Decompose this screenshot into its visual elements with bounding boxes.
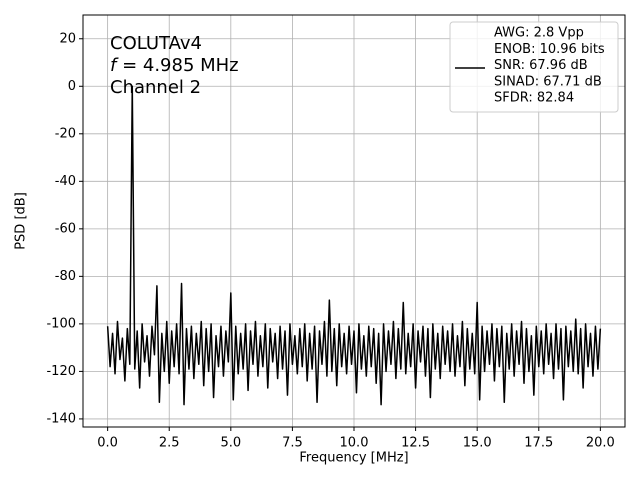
y-tick-label: -140 xyxy=(46,411,76,426)
annotation-line: f = 4.985 MHz xyxy=(110,55,239,76)
annotation-line: Channel 2 xyxy=(110,77,201,98)
x-tick-label: 7.5 xyxy=(282,436,303,451)
annotation-text: = 4.985 MHz xyxy=(116,55,238,76)
data-line xyxy=(106,85,602,406)
annotation-text: Channel 2 xyxy=(110,77,201,98)
x-tick-label: 12.5 xyxy=(401,436,430,451)
x-tick-label: 5.0 xyxy=(220,436,241,451)
x-tick-label: 10.0 xyxy=(340,436,369,451)
x-tick-label: 0.0 xyxy=(97,436,118,451)
legend-entry: SNR: 67.96 dB xyxy=(494,58,588,73)
x-tick-label: 15.0 xyxy=(463,436,492,451)
y-axis-label: PSD [dB] xyxy=(14,192,29,250)
legend-entry: AWG: 2.8 Vpp xyxy=(494,26,584,41)
legend-entry: ENOB: 10.96 bits xyxy=(494,42,605,57)
annotation-line: COLUTAv4 xyxy=(110,33,202,54)
y-tick-label: -40 xyxy=(55,174,76,189)
y-tick-label: 20 xyxy=(59,31,76,46)
y-tick-label: -60 xyxy=(55,221,76,236)
y-tick-label: -20 xyxy=(55,126,76,141)
legend-box xyxy=(449,21,619,113)
annotation-text: COLUTAv4 xyxy=(110,33,202,54)
x-tick-label: 2.5 xyxy=(159,436,180,451)
legend-entry: SFDR: 82.84 xyxy=(494,91,574,106)
y-tick-label: -120 xyxy=(46,364,76,379)
y-tick-label: -100 xyxy=(46,316,76,331)
x-tick-label: 17.5 xyxy=(524,436,553,451)
y-tick-label: -80 xyxy=(55,269,76,284)
plot-area xyxy=(106,85,602,406)
x-tick-label: 20.0 xyxy=(586,436,615,451)
y-tick-label: 0 xyxy=(68,79,76,94)
legend-entry: SINAD: 67.71 dB xyxy=(494,74,602,89)
annotation-italic: f xyxy=(110,55,119,76)
x-axis-label: Frequency [MHz] xyxy=(299,451,408,466)
